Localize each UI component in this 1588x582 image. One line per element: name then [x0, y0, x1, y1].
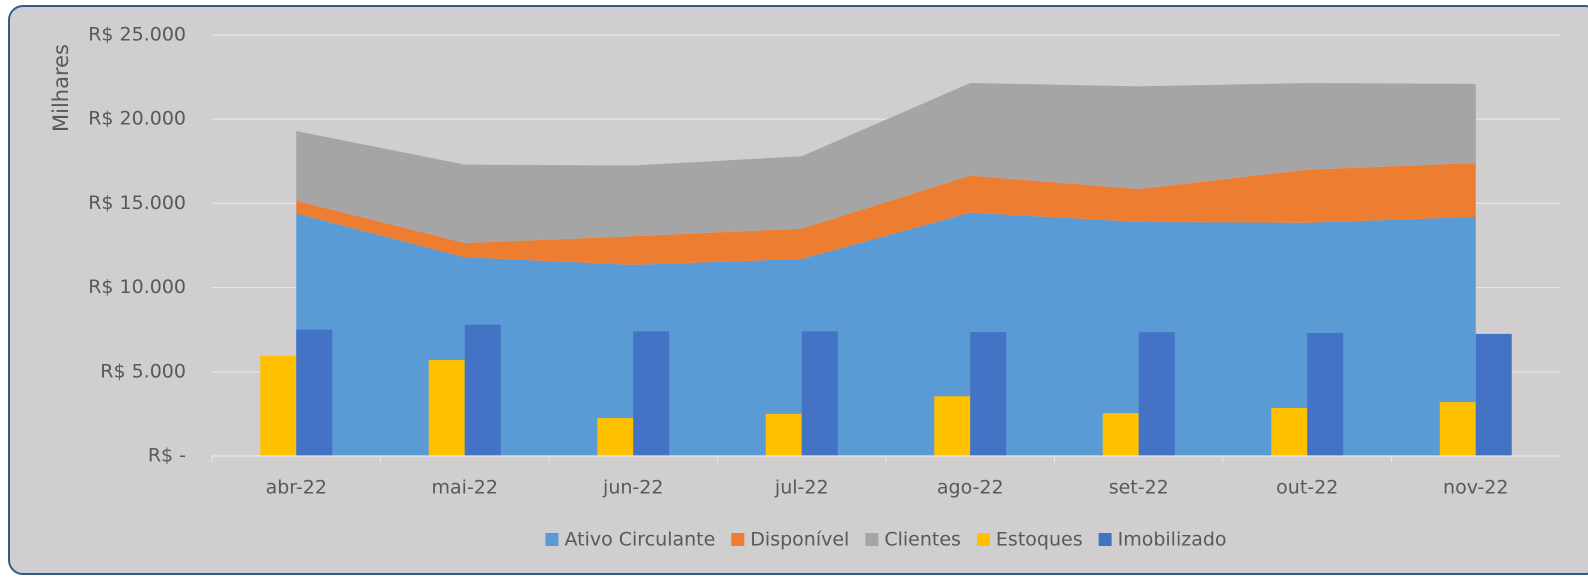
bar: [428, 360, 465, 456]
legend-swatch: [1098, 533, 1112, 546]
bar: [1307, 333, 1344, 456]
legend-label: Imobilizado: [1118, 529, 1227, 551]
y-tick-label: R$ 15.000: [88, 192, 186, 214]
y-tick-label: R$ 25.000: [88, 24, 186, 46]
y-tick-label: R$ 20.000: [88, 108, 186, 130]
x-tick-label: out-22: [1276, 477, 1338, 499]
legend-swatch: [865, 533, 879, 546]
legend-label: Ativo Circulante: [564, 529, 715, 551]
bar: [970, 332, 1007, 456]
bar: [765, 413, 802, 456]
x-tick-label: nov-22: [1443, 477, 1508, 499]
bar: [1102, 413, 1139, 456]
x-tick-label: ago-22: [937, 477, 1004, 499]
bar: [801, 331, 838, 456]
bar: [597, 418, 634, 456]
x-tick-label: mai-22: [432, 477, 498, 499]
bar: [1439, 402, 1476, 456]
bar: [464, 324, 501, 456]
y-axis-title: Milhares: [49, 44, 73, 132]
x-tick-label: abr-22: [266, 477, 327, 499]
y-tick-label: R$ 10.000: [88, 276, 186, 298]
bar: [1475, 333, 1512, 456]
legend: Ativo Circulante Disponível Clientes Estoqu…: [545, 529, 1227, 551]
legend-swatch: [545, 533, 559, 546]
legend-label: Disponível: [750, 529, 849, 551]
bar: [934, 396, 971, 456]
x-tick-label: jun-22: [602, 477, 663, 499]
bar: [1271, 408, 1308, 456]
area: [296, 162, 1476, 265]
y-tick-label: R$ -: [148, 445, 186, 467]
area: [296, 82, 1476, 243]
bar: [1138, 332, 1175, 456]
x-tick-label: set-22: [1109, 477, 1169, 499]
bar: [296, 329, 333, 456]
x-tick-label: jul-22: [774, 477, 829, 499]
legend-swatch: [976, 533, 990, 546]
legend-swatch: [731, 533, 745, 546]
area: [296, 212, 1476, 456]
bar: [633, 331, 670, 456]
legend-label: Clientes: [884, 529, 961, 551]
legend-label: Estoques: [996, 529, 1083, 551]
y-tick-label: R$ 5.000: [100, 360, 186, 382]
bar: [260, 355, 297, 456]
